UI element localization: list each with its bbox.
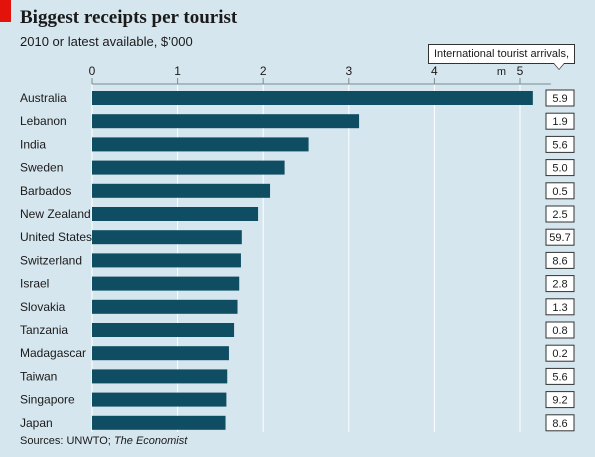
bar xyxy=(92,276,240,291)
x-tick-label: 4 xyxy=(431,64,438,78)
chart-title: Biggest receipts per tourist xyxy=(20,7,238,28)
x-tick-label: 0 xyxy=(89,64,96,78)
category-label: Japan xyxy=(20,416,53,430)
arrivals-value-box xyxy=(545,112,575,130)
x-tick-label: 5 xyxy=(517,64,524,78)
arrivals-value-box xyxy=(545,205,575,223)
chart-subtitle: 2010 or latest available, $’000 xyxy=(20,34,193,49)
arrivals-legend-box: International tourist arrivals, m xyxy=(428,44,575,78)
bar xyxy=(92,160,285,175)
category-label: New Zealand xyxy=(20,207,91,221)
arrivals-value-box xyxy=(545,182,575,200)
arrivals-value-label: 0.5 xyxy=(552,186,567,198)
arrivals-value-label: 0.2 xyxy=(552,348,567,360)
category-label: Slovakia xyxy=(20,300,66,314)
arrivals-value-label: 2.5 xyxy=(552,209,567,221)
x-tick-label: 2 xyxy=(260,64,267,78)
arrivals-value-label: 59.7 xyxy=(549,232,570,244)
category-label: India xyxy=(20,137,46,151)
bar xyxy=(92,299,238,314)
source-publication: The Economist xyxy=(113,435,188,447)
category-label: Barbados xyxy=(20,184,71,198)
category-label: Australia xyxy=(20,91,67,105)
arrivals-value-label: 1.3 xyxy=(552,302,567,314)
bar xyxy=(92,183,271,198)
arrivals-value-label: 0.8 xyxy=(552,325,567,337)
category-label: United States xyxy=(20,230,92,244)
bar xyxy=(92,415,226,430)
arrivals-value-label: 5.9 xyxy=(552,93,567,105)
arrivals-value-label: 2.8 xyxy=(552,279,567,291)
arrivals-value-box xyxy=(545,414,575,432)
arrivals-value-box xyxy=(545,391,575,409)
bar xyxy=(92,392,227,407)
arrivals-value-label: 8.6 xyxy=(552,418,567,430)
arrivals-value-box xyxy=(545,159,575,177)
bar xyxy=(92,91,533,105)
arrivals-value-box xyxy=(545,89,575,107)
arrivals-value-box xyxy=(545,321,575,339)
category-label: Israel xyxy=(20,277,49,291)
arrivals-value-label: 8.6 xyxy=(552,255,567,267)
category-label: Switzerland xyxy=(20,253,82,267)
category-label: Singapore xyxy=(20,393,75,407)
bar xyxy=(92,137,309,152)
arrivals-value-label: 5.6 xyxy=(552,371,567,383)
bar xyxy=(92,323,235,337)
arrivals-legend-pointer-fill xyxy=(554,63,564,69)
arrivals-value-box xyxy=(545,135,575,153)
arrivals-value-label: 1.9 xyxy=(552,116,567,128)
bar xyxy=(92,230,242,245)
source-note: Sources: UNWTO; The Economist xyxy=(20,435,187,447)
brand-red-tag xyxy=(0,0,11,22)
bar xyxy=(92,114,360,129)
x-tick-label: 3 xyxy=(345,64,352,78)
bar xyxy=(92,346,229,361)
arrivals-value-box xyxy=(545,251,575,269)
arrivals-value-label: 9.2 xyxy=(552,395,567,407)
bar xyxy=(92,369,228,384)
arrivals-value-box xyxy=(545,344,575,362)
category-label: Taiwan xyxy=(20,369,57,383)
arrivals-value-box xyxy=(545,275,575,293)
arrivals-value-box xyxy=(545,228,575,246)
arrivals-value-box xyxy=(545,298,575,316)
x-tick-label: 1 xyxy=(174,64,181,78)
arrivals-value-label: 5.0 xyxy=(552,163,567,175)
category-label: Sweden xyxy=(20,161,63,175)
category-label: Lebanon xyxy=(20,114,67,128)
bar xyxy=(92,253,241,268)
arrivals-value-box xyxy=(545,367,575,385)
source-prefix: Sources: UNWTO; xyxy=(20,435,114,447)
arrivals-value-label: 5.6 xyxy=(552,139,567,151)
category-label: Madagascar xyxy=(20,346,86,360)
bar xyxy=(92,207,259,221)
category-label: Tanzania xyxy=(20,323,68,337)
